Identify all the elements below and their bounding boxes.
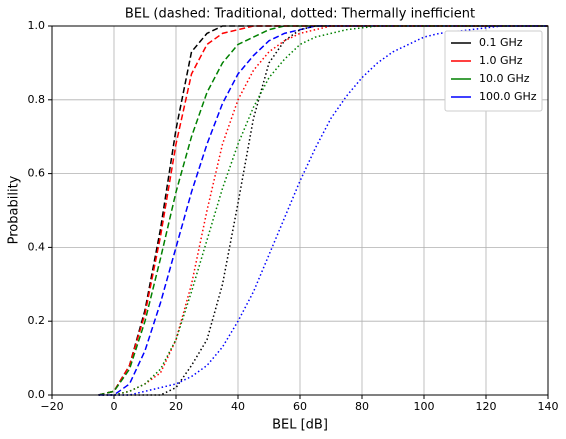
y-tick-label: 0.8	[28, 93, 46, 106]
x-tick-label: −20	[40, 400, 63, 413]
x-tick-label: 40	[231, 400, 245, 413]
y-tick-label: 0.0	[28, 388, 46, 401]
data-line	[98, 25, 548, 396]
x-axis-label: BEL [dB]	[272, 418, 328, 433]
chart-title: BEL (dashed: Traditional, dotted: Therma…	[125, 7, 475, 22]
x-tick-label: 0	[111, 400, 118, 413]
y-tick-label: 1.0	[28, 19, 46, 32]
x-tick-label: 20	[169, 400, 183, 413]
y-axis-label: Probability	[7, 175, 22, 244]
x-tick-label: 80	[355, 400, 369, 413]
legend-box	[444, 30, 543, 112]
legend-label: 10.0 GHz	[479, 72, 530, 85]
x-tick-label: 140	[538, 400, 559, 413]
x-tick-label: 120	[476, 400, 497, 413]
legend-label: 0.1 GHz	[479, 36, 523, 49]
plot-frame	[51, 25, 549, 396]
x-tick-label: 60	[293, 400, 307, 413]
y-tick-label: 0.6	[28, 167, 46, 180]
data-line	[98, 25, 548, 396]
y-tick-label: 0.4	[28, 240, 46, 253]
y-tick-label: 0.2	[28, 314, 46, 327]
legend-label: 1.0 GHz	[479, 54, 523, 67]
data-line	[98, 25, 548, 396]
legend-label: 100.0 GHz	[479, 90, 537, 103]
x-tick-label: 100	[414, 400, 435, 413]
